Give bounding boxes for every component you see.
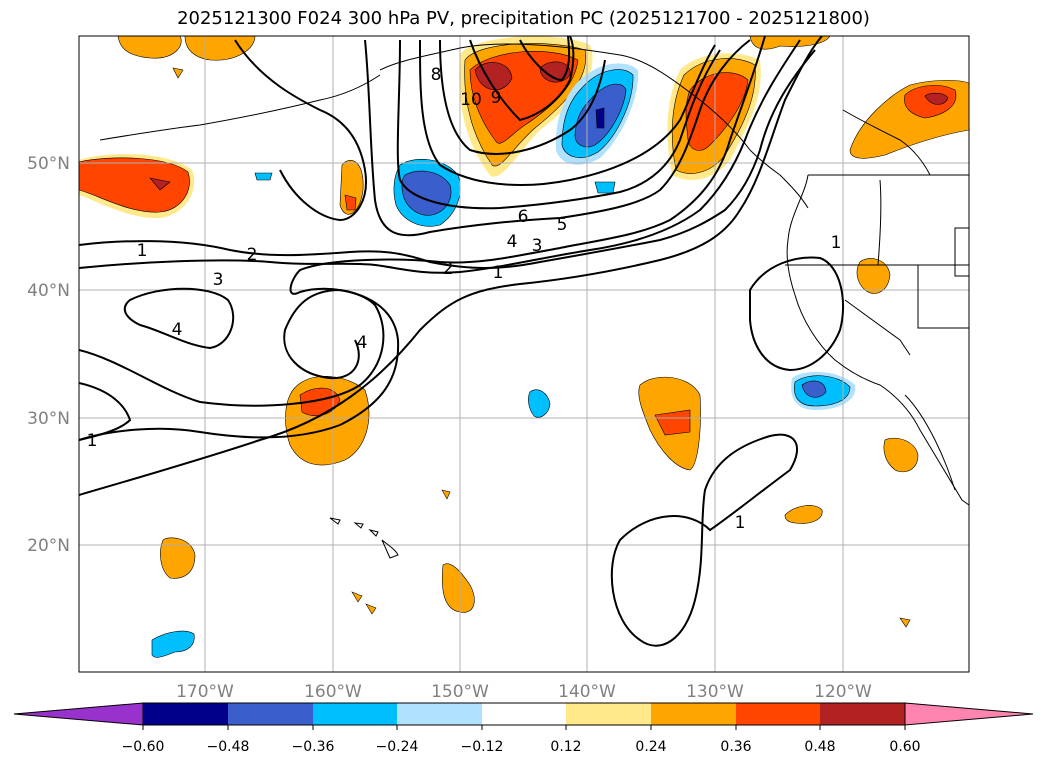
- colorbar: −0.60 −0.48 −0.36 −0.24 −0.12 0.12 0.24 …: [13, 702, 1034, 755]
- colorbar-segment: [566, 703, 651, 725]
- lon-label: 120°W: [814, 682, 872, 702]
- lon-label: 160°W: [304, 682, 362, 702]
- colorbar-segment: [228, 703, 313, 725]
- colorbar-max-arrow: [904, 702, 1034, 726]
- contour-label: 8: [431, 65, 442, 85]
- contour-label: 1: [137, 241, 148, 261]
- lat-label: 40°N: [27, 281, 70, 301]
- pv-contours: [79, 36, 844, 647]
- lat-label: 20°N: [27, 536, 70, 556]
- contour-label: 1: [831, 233, 842, 253]
- colorbar-tick-label: −0.36: [292, 739, 335, 755]
- contour-label: 3: [532, 236, 543, 256]
- contour-label: 9: [491, 88, 502, 108]
- lon-label: 130°W: [686, 682, 744, 702]
- longitude-labels: 170°W 160°W 150°W 140°W 130°W 120°W: [176, 682, 872, 702]
- lon-label: 150°W: [431, 682, 489, 702]
- colorbar-tick-label: 0.24: [635, 739, 666, 755]
- contour-label: 3: [213, 270, 224, 290]
- contour-label: 1: [87, 431, 98, 451]
- colorbar-outline: [142, 702, 906, 726]
- colorbar-tick-label: 0.60: [889, 739, 920, 755]
- contour-label: 1: [493, 263, 504, 283]
- colorbar-segment: [143, 703, 228, 725]
- coastlines: [99, 43, 969, 559]
- colorbar-tick-label: −0.48: [207, 739, 250, 755]
- latitude-labels: 20°N 30°N 40°N 50°N: [27, 154, 70, 556]
- colorbar-tick-label: 0.12: [550, 739, 581, 755]
- colorbar-segment: [397, 703, 482, 725]
- contour-label: 4: [507, 232, 518, 252]
- contour-label: 4: [172, 320, 183, 340]
- colorbar-segment: [482, 703, 566, 725]
- map-title: 2025121300 F024 300 hPa PV, precipitatio…: [177, 8, 870, 29]
- colorbar-tick-label: −0.60: [122, 739, 165, 755]
- colorbar-tick-label: −0.24: [376, 739, 419, 755]
- contour-label: 1: [735, 513, 746, 533]
- colorbar-tick-label: 0.48: [804, 739, 835, 755]
- precip-shading: [79, 36, 969, 658]
- colorbar-tick-label: −0.12: [461, 739, 504, 755]
- contour-label: 10: [460, 90, 482, 110]
- map-frame: [78, 35, 970, 673]
- graticule: [79, 36, 969, 672]
- contour-label: 6: [518, 207, 529, 227]
- colorbar-segment: [736, 703, 820, 725]
- contour-label: 4: [357, 333, 368, 353]
- colorbar-min-arrow: [13, 702, 144, 726]
- contour-label: 2: [247, 245, 258, 265]
- colorbar-segment: [651, 703, 736, 725]
- colorbar-tick-label: 0.36: [720, 739, 751, 755]
- lon-label: 170°W: [176, 682, 234, 702]
- contour-label: 5: [557, 215, 568, 235]
- contour-labels: 1 2 3 4 4 2 1 3 4 5 6 8 9 10 1 1 1: [87, 65, 842, 533]
- colorbar-segment: [313, 703, 397, 725]
- colorbar-segment: [820, 703, 905, 725]
- lat-label: 50°N: [27, 154, 70, 174]
- lon-label: 140°W: [558, 682, 616, 702]
- lat-label: 30°N: [27, 409, 70, 429]
- contour-label: 2: [443, 259, 454, 279]
